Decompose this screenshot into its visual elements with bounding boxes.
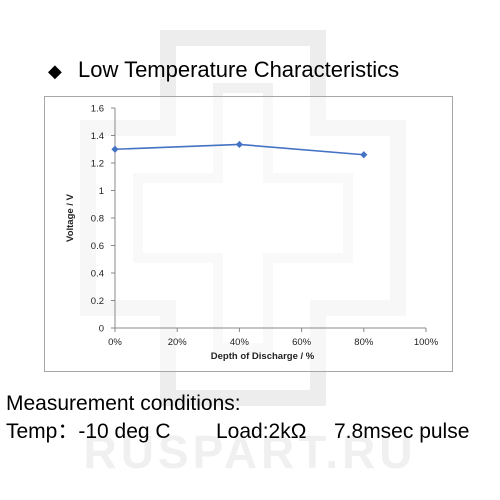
measurement-conditions: Measurement conditions: Temp：-10 deg C Lo… <box>6 390 469 446</box>
heading-title: Low Temperature Characteristics <box>78 57 400 82</box>
chart-heading: ◆ Low Temperature Characteristics <box>48 56 399 85</box>
y-tick-label: 1.4 <box>91 131 104 142</box>
y-tick-label: 0.6 <box>91 241 104 252</box>
y-tick-label: 0.2 <box>91 296 104 307</box>
y-tick-label: 1 <box>99 186 104 197</box>
condition-load: Load:2kΩ <box>216 420 307 443</box>
x-tick-label: 60% <box>292 337 312 348</box>
y-tick-label: 0.8 <box>91 214 104 225</box>
y-tick-label: 1.2 <box>91 159 104 170</box>
condition-temp: Temp：-10 deg C <box>6 420 171 443</box>
x-tick-label: 40% <box>230 337 250 348</box>
conditions-values: Temp：-10 deg C Load:2kΩ 7.8msec pulse <box>6 418 469 446</box>
x-tick-label: 20% <box>168 337 188 348</box>
data-point-marker <box>235 140 243 149</box>
y-axis-title: Voltage / V <box>65 193 76 242</box>
x-tick-label: 100% <box>414 337 439 348</box>
line-chart: 0 0.2 0.4 0.6 0.8 1 1.2 1.4 1.6 0% 20% 40% 60% 80% 100… <box>65 104 439 363</box>
x-axis-title: Depth of Discharge / % <box>211 351 315 362</box>
diamond-bullet-icon: ◆ <box>48 61 62 81</box>
y-tick-label: 1.6 <box>91 104 104 115</box>
y-tick-label: 0.4 <box>91 269 104 280</box>
condition-pulse: 7.8msec pulse <box>334 420 470 443</box>
watermark-text: RUSPART.RU <box>83 426 416 478</box>
data-point-marker <box>360 151 368 159</box>
x-tick-label: 0% <box>108 337 122 348</box>
x-tick-label: 80% <box>354 337 374 348</box>
chart-frame: 0 0.2 0.4 0.6 0.8 1 1.2 1.4 1.6 0% 20% 40% 60% 80% 100… <box>44 96 453 372</box>
conditions-title: Measurement conditions: <box>6 392 241 415</box>
y-tick-label: 0 <box>99 324 104 335</box>
data-point-marker <box>111 145 119 153</box>
